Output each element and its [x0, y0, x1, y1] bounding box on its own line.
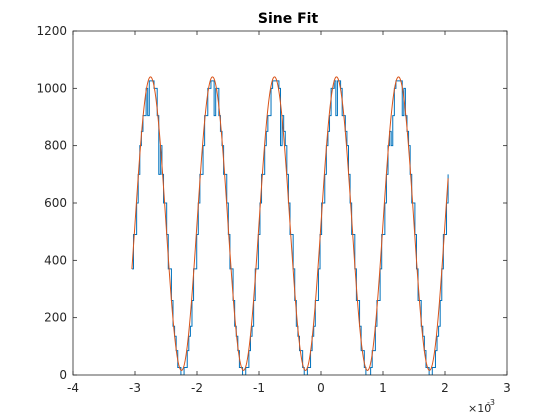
x-tick-label: 2 — [441, 381, 449, 395]
y-tick-label: 1200 — [36, 24, 67, 38]
y-tick-label: 600 — [44, 196, 67, 210]
y-tick-label: 800 — [44, 139, 67, 153]
x-axis: -4 -3 -2 -1 0 1 2 3 — [67, 31, 511, 395]
series-layer — [131, 76, 449, 375]
x-multiplier-base: ×10 — [468, 402, 491, 415]
x-tick-label: -1 — [253, 381, 265, 395]
x-tick-label: -3 — [129, 381, 141, 395]
fit-series-line — [131, 76, 449, 371]
x-tick-label: 1 — [379, 381, 387, 395]
x-tick-label: 3 — [503, 381, 511, 395]
x-tick-label: -4 — [67, 381, 79, 395]
y-tick-label: 200 — [44, 311, 67, 325]
x-axis-multiplier: ×10 -3 — [468, 398, 495, 415]
y-axis: 0 200 400 600 800 1000 1200 — [36, 24, 507, 382]
y-tick-label: 0 — [59, 368, 67, 382]
x-multiplier-exponent: -3 — [487, 398, 495, 407]
chart-title: Sine Fit — [258, 11, 319, 27]
plot-area — [72, 30, 508, 376]
y-tick-label: 1000 — [36, 81, 67, 95]
y-tick-label: 400 — [44, 253, 67, 267]
x-tick-label: 0 — [317, 381, 325, 395]
x-tick-label: -2 — [191, 381, 203, 395]
